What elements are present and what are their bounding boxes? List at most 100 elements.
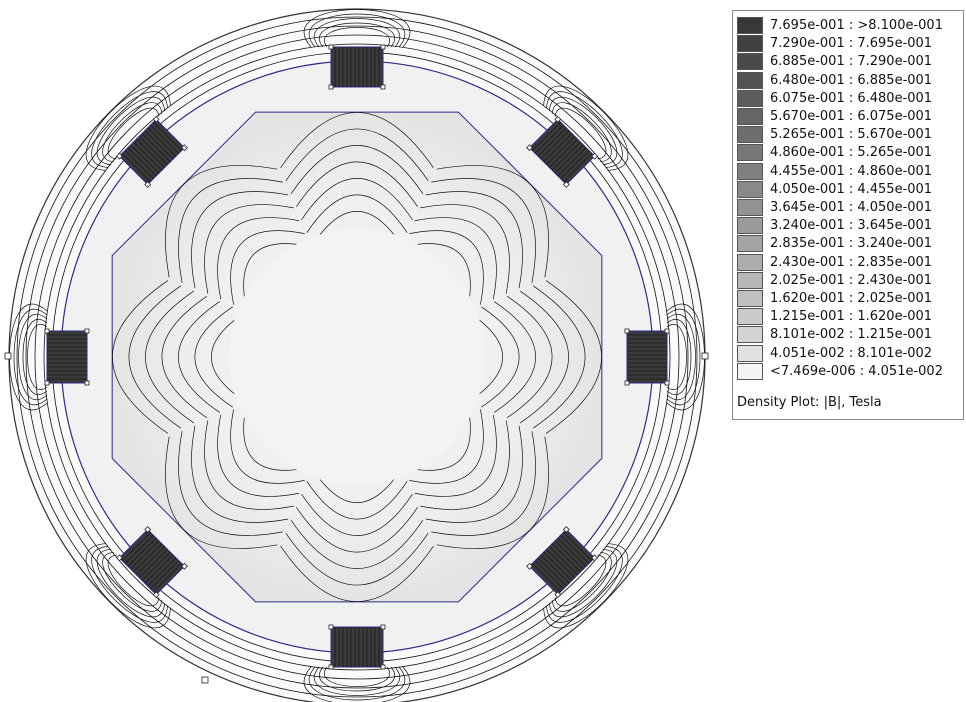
legend-range-label: 5.670e-001 : 6.075e-001	[770, 109, 933, 124]
legend-swatch	[737, 35, 763, 53]
mesh-node	[116, 152, 123, 160]
magnet-flux-line	[124, 534, 154, 564]
flux-line	[666, 314, 696, 400]
mesh-node	[116, 554, 123, 562]
flux-line	[145, 290, 195, 424]
legend-range-label: 1.215e-001 : 1.620e-001	[770, 309, 933, 325]
legend-swatch	[737, 126, 763, 144]
flux-line	[96, 548, 166, 618]
magnet-block	[330, 626, 384, 668]
magnet-block	[528, 118, 596, 186]
magnet-flux-line	[147, 557, 177, 587]
magnet-flux-line	[534, 124, 564, 154]
magnet-flux-line	[560, 534, 590, 564]
magnet-flux-line	[133, 141, 163, 171]
legend-range-label: 7.695e-001 : >8.100e-001	[770, 18, 943, 33]
pole-block	[624, 303, 705, 411]
mesh-node	[328, 624, 334, 630]
legend-range-label: 8.101e-002 : 1.215e-001	[770, 327, 933, 343]
legend-range-label: 7.290e-001 : 7.695e-001	[770, 36, 933, 52]
flux-ring	[34, 34, 680, 680]
flux-line	[178, 301, 220, 413]
flux-line	[414, 414, 497, 497]
legend-row: 5.265e-001 : 5.670e-001	[737, 126, 963, 144]
legend-range-label: 2.025e-001 : 2.430e-001	[770, 272, 933, 288]
flux-line	[102, 102, 163, 163]
flux-line	[301, 494, 413, 536]
legend-row: 4.455e-001 : 4.860e-001	[737, 162, 963, 180]
magnet-flux-line	[144, 130, 174, 160]
legend-row: 2.430e-001 : 2.835e-001	[737, 253, 963, 271]
flux-line	[296, 507, 418, 553]
magnet-block	[118, 528, 186, 596]
legend-swatch	[737, 271, 763, 289]
pole-block	[526, 526, 629, 629]
flux-line	[85, 85, 171, 171]
magnet-flux-line	[563, 153, 593, 182]
legend-row: <7.469e-006 : 4.051e-002	[737, 362, 963, 380]
legend-range-label: 4.051e-002 : 8.101e-002	[770, 345, 933, 361]
magnet-flux-line	[563, 532, 593, 561]
legend-swatch	[737, 235, 763, 253]
flux-ring	[16, 16, 698, 698]
legend-range-label: 3.645e-001 : 4.050e-001	[770, 200, 933, 215]
legend-swatch	[737, 180, 763, 198]
legend-row: 1.620e-001 : 2.025e-001	[737, 290, 963, 307]
flux-line	[280, 112, 434, 169]
legend-range-label: <7.469e-006 : 4.051e-002	[770, 363, 943, 379]
mesh-node	[554, 591, 562, 598]
flux-line	[303, 666, 411, 702]
legend-row: 2.025e-001 : 2.430e-001	[737, 271, 963, 289]
flux-line	[548, 548, 618, 618]
flux-line	[308, 13, 406, 48]
legend-row: 6.075e-001 : 6.480e-001	[737, 89, 963, 107]
legend-range-label: 5.265e-001 : 5.670e-001	[770, 127, 933, 143]
flux-ring	[43, 43, 671, 671]
flux-line	[543, 543, 629, 629]
legend-range-label: 4.455e-001 : 4.860e-001	[770, 163, 933, 179]
legend-swatch	[737, 344, 763, 362]
magnet-flux-line	[121, 153, 151, 182]
magnet-block	[626, 330, 668, 384]
flux-line	[319, 666, 395, 692]
flux-line	[306, 194, 408, 233]
flux-line	[290, 145, 424, 195]
flux-line	[551, 102, 612, 163]
magnet-flux-line	[153, 121, 182, 151]
mesh-node	[554, 116, 562, 123]
flux-line	[194, 306, 233, 408]
flux-line	[545, 280, 602, 434]
legend-range-label: 2.835e-001 : 3.240e-001	[770, 236, 933, 252]
mesh-node	[44, 328, 50, 334]
legend-swatch	[737, 217, 763, 235]
magnet-flux-line	[138, 549, 168, 578]
mesh-node	[380, 84, 386, 90]
magnet-flux-line	[136, 138, 165, 168]
mesh-node	[591, 152, 598, 160]
boundary-node	[201, 676, 209, 684]
legend-swatch	[737, 253, 763, 271]
flux-line	[91, 546, 168, 623]
magnet-flux-line	[557, 537, 587, 567]
magnet-flux-line	[540, 130, 570, 160]
magnet-flux-line	[554, 540, 584, 570]
flux-line	[96, 96, 166, 166]
magnet-block	[118, 118, 186, 186]
magnet-flux-line	[150, 560, 180, 590]
flux-line	[314, 18, 400, 48]
magnet-block	[528, 528, 596, 596]
legend-swatch	[737, 290, 763, 307]
legend-swatch	[737, 308, 763, 326]
legend-range-label: 4.050e-001 : 4.455e-001	[770, 181, 933, 197]
flux-line	[507, 296, 553, 418]
flux-line	[311, 468, 403, 503]
flux-line	[243, 243, 311, 311]
flux-line	[414, 217, 497, 300]
magnet-flux-line	[133, 543, 163, 573]
flux-line	[217, 414, 300, 497]
flux-line	[308, 666, 406, 701]
mesh-node	[152, 591, 160, 598]
mesh-node	[181, 562, 188, 570]
legend-swatch	[737, 326, 763, 344]
magnet-flux-line	[540, 554, 570, 584]
